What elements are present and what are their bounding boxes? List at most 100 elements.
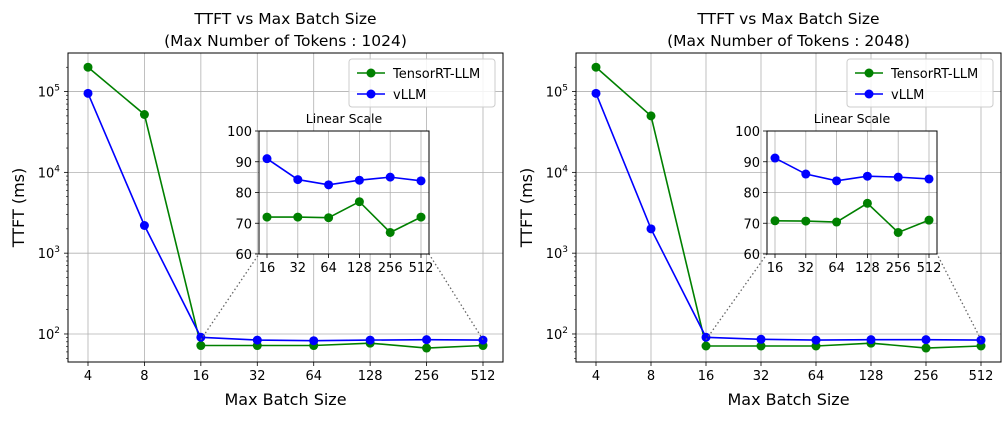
inset-y-tick-label: 80	[743, 187, 760, 202]
y-tick-label: 102	[38, 326, 60, 343]
x-tick-label: 512	[969, 369, 994, 384]
inset-y-tick-label: 100	[735, 125, 760, 140]
data-point	[196, 332, 206, 342]
x-tick-label: 512	[471, 369, 496, 384]
data-point	[422, 343, 432, 353]
inset-chart: 16 32 64 128 256 512 60 70 80 90 100 Linear Scale	[735, 111, 941, 276]
inset-frame	[766, 130, 938, 255]
inset-data-point	[770, 216, 780, 226]
inset-x-tick-label: 256	[378, 261, 403, 276]
legend-label: TensorRT-LLM	[392, 67, 480, 82]
x-tick-label: 4	[592, 369, 600, 384]
y-tick-label: 102	[546, 326, 568, 343]
inset-data-point	[801, 169, 811, 179]
y-tick-label: 104	[546, 164, 569, 181]
y-axis-label: TTFT (ms)	[9, 168, 28, 248]
inset-data-point	[862, 171, 872, 181]
data-point	[196, 341, 206, 351]
y-tick-label: 104	[38, 164, 61, 181]
data-point	[139, 110, 149, 120]
data-point	[756, 341, 766, 351]
inset-x-tick-label: 128	[855, 261, 880, 276]
data-point	[646, 111, 656, 121]
inset-data-point	[770, 153, 780, 163]
inset-y-tick-label: 80	[235, 187, 252, 202]
inset-y-tick-label: 70	[235, 217, 252, 232]
data-point	[478, 335, 488, 345]
x-tick-label: 8	[140, 369, 148, 384]
data-point	[811, 335, 821, 345]
series-line-TensorRT-LLM	[595, 66, 982, 349]
inset-title: Linear Scale	[814, 111, 891, 126]
data-point	[976, 335, 986, 345]
inset-data-point	[893, 227, 903, 237]
inset-data-point	[924, 174, 934, 184]
y-tick-label: 103	[546, 245, 568, 262]
inset-x-tick-label: 512	[917, 261, 942, 276]
data-point	[866, 335, 876, 345]
data-point	[309, 336, 319, 346]
zoom-connector	[200, 253, 260, 341]
inset-data-point	[293, 212, 303, 222]
data-point	[591, 88, 601, 98]
x-axis-label: Max Batch Size	[224, 390, 346, 409]
data-point	[756, 334, 766, 344]
inset-x-tick-label: 16	[767, 261, 784, 276]
inset-data-point	[416, 212, 426, 222]
x-tick-label: 64	[808, 369, 825, 384]
x-tick-label: 64	[305, 369, 322, 384]
series-line-vLLM	[595, 93, 982, 341]
inset-data-point	[832, 176, 842, 186]
y-tick-label: 105	[38, 84, 60, 101]
inset-title: Linear Scale	[306, 111, 383, 126]
x-tick-label: 8	[647, 369, 655, 384]
legend-marker	[366, 89, 376, 99]
inset-y-tick-label: 90	[743, 156, 760, 171]
axes-frame	[67, 52, 504, 363]
x-tick-label: 16	[698, 369, 715, 384]
legend-label: vLLM	[393, 88, 426, 103]
legend: TensorRT-LLM vLLM	[846, 58, 994, 108]
axes-frame	[575, 52, 1002, 363]
inset-x-tick-label: 64	[320, 261, 337, 276]
inset-x-tick-label: 32	[798, 261, 815, 276]
inset-x-tick-label: 512	[409, 261, 434, 276]
data-point	[646, 224, 656, 234]
inset-data-point	[262, 212, 272, 222]
inset-y-tick-label: 60	[743, 248, 760, 263]
legend-marker	[864, 68, 874, 78]
legend-label: TensorRT-LLM	[890, 67, 978, 82]
inset-data-point	[324, 180, 334, 190]
chart-panel-1: 4 8 16 32 64 128 256 512 102 103 104 105 TTFT vs Max…	[9, 10, 504, 409]
y-tick-label: 103	[38, 245, 60, 262]
inset-data-point	[832, 217, 842, 227]
y-tick-label: 105	[546, 84, 568, 101]
inset-y-tick-label: 90	[235, 156, 252, 171]
data-point	[921, 335, 931, 345]
x-tick-label: 32	[753, 369, 770, 384]
chart-subtitle: (Max Number of Tokens : 2048)	[667, 32, 910, 50]
inset-frame	[258, 130, 430, 255]
x-tick-label: 16	[193, 369, 210, 384]
inset-data-point	[385, 172, 395, 182]
legend-marker	[366, 68, 376, 78]
inset-data-point	[416, 176, 426, 186]
chart-title: TTFT vs Max Batch Size	[696, 10, 879, 28]
inset-data-point	[354, 197, 364, 207]
inset-y-tick-label: 60	[235, 248, 252, 263]
inset-data-point	[924, 215, 934, 225]
y-axis-label: TTFT (ms)	[517, 168, 536, 248]
zoom-connector	[936, 253, 982, 340]
chart-panel-2: 4 8 16 32 64 128 256 512 102 103 104 105 TTFT vs Max…	[517, 10, 1002, 409]
inset-x-tick-label: 16	[259, 261, 276, 276]
x-tick-label: 4	[84, 369, 92, 384]
data-point	[921, 343, 931, 353]
data-point	[422, 335, 432, 345]
inset-data-point	[385, 227, 395, 237]
x-tick-label: 128	[358, 369, 383, 384]
inset-series-line-vLLM	[266, 158, 422, 186]
data-point	[701, 341, 711, 351]
legend-box	[846, 58, 994, 108]
